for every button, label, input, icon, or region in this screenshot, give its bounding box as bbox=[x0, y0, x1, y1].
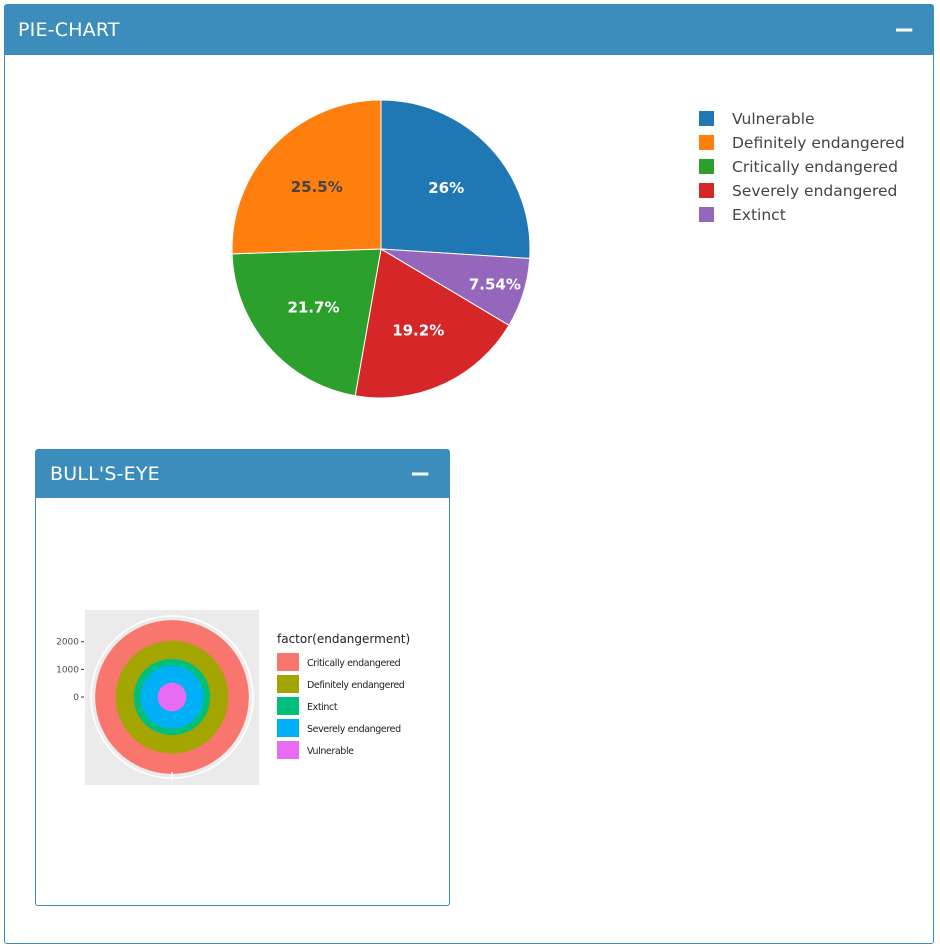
pie-slice-severely-endangered[interactable] bbox=[354, 248, 510, 399]
bullseye-legend-label: Extinct bbox=[307, 702, 338, 713]
bullseye-legend-swatch bbox=[277, 653, 299, 671]
bullseye-chart: 0 1000 2000 factor(endangerment) Critically … bbox=[56, 610, 410, 785]
pie-legend-label: Severely endangered bbox=[732, 182, 897, 200]
pie-label-critically-endangered: 21.7% bbox=[287, 299, 339, 317]
pie-legend-item-severely-endangered[interactable]: Severely endangered bbox=[699, 182, 897, 200]
bullseye-y-tick-label: 0 bbox=[73, 693, 79, 703]
pie-legend-item-definitely-endangered[interactable]: Definitely endangered bbox=[699, 134, 905, 152]
bullseye-legend-swatch bbox=[277, 697, 299, 715]
bullseye-legend-title: factor(endangerment) bbox=[277, 632, 410, 646]
pie-legend-swatch bbox=[699, 207, 714, 222]
bullseye-box: BULL'S-EYE − 0 1000 2000 factor(endangermen… bbox=[35, 449, 450, 906]
bullseye-box-title: BULL'S-EYE bbox=[50, 463, 160, 485]
bullseye-legend-item-extinct: Extinct bbox=[277, 697, 338, 715]
pie-slice-vulnerable[interactable] bbox=[380, 99, 531, 260]
pie-chart: 26% 7.54% 19.2% 21.7% 25.5% Vulnerable Definit… bbox=[231, 99, 905, 399]
pie-legend-swatch bbox=[699, 159, 714, 174]
pie-legend-label: Extinct bbox=[732, 206, 786, 224]
pie-slice-definitely-endangered[interactable] bbox=[231, 99, 382, 255]
bullseye-legend-swatch bbox=[277, 719, 299, 737]
pie-legend-label: Vulnerable bbox=[732, 110, 815, 128]
bullseye-ring-vulnerable bbox=[157, 682, 187, 712]
bullseye-legend-label: Definitely endangered bbox=[307, 680, 405, 691]
pie-label-vulnerable: 26% bbox=[428, 179, 464, 197]
bullseye-legend-swatch bbox=[277, 741, 299, 759]
bullseye-legend-label: Critically endangered bbox=[307, 658, 401, 669]
bullseye-legend-item-severely-endangered: Severely endangered bbox=[277, 719, 402, 737]
bullseye-legend-item-critically-endangered: Critically endangered bbox=[277, 653, 401, 671]
pie-legend-item-extinct[interactable]: Extinct bbox=[699, 206, 786, 224]
pie-slice-critically-endangered[interactable] bbox=[231, 248, 382, 397]
bullseye-box-header: BULL'S-EYE − bbox=[36, 450, 449, 498]
bullseye-legend-item-vulnerable: Vulnerable bbox=[277, 741, 355, 759]
pie-label-extinct: 7.54% bbox=[469, 275, 521, 293]
bullseye-y-tick-label: 2000 bbox=[56, 638, 79, 648]
pie-legend-swatch bbox=[699, 135, 714, 150]
pie-chart-box-title: PIE-CHART bbox=[18, 19, 120, 41]
pie-label-definitely-endangered: 25.5% bbox=[291, 178, 343, 196]
pie-legend-item-vulnerable[interactable]: Vulnerable bbox=[699, 110, 815, 128]
pie-legend-swatch bbox=[699, 111, 714, 126]
pie-legend-label: Definitely endangered bbox=[732, 134, 905, 152]
bullseye-collapse-button[interactable]: − bbox=[409, 459, 431, 489]
bullseye-legend-label: Severely endangered bbox=[307, 724, 401, 735]
bullseye-legend-swatch bbox=[277, 675, 299, 693]
bullseye-legend-item-definitely-endangered: Definitely endangered bbox=[277, 675, 405, 693]
bullseye-y-tick-label: 1000 bbox=[56, 665, 79, 675]
pie-label-severely-endangered: 19.2% bbox=[392, 321, 444, 339]
pie-chart-collapse-button[interactable]: − bbox=[893, 15, 915, 45]
pie-legend-label: Critically endangered bbox=[732, 158, 898, 176]
bullseye-legend-label: Vulnerable bbox=[307, 746, 354, 757]
pie-legend-item-critically-endangered[interactable]: Critically endangered bbox=[699, 158, 898, 176]
pie-legend-swatch bbox=[699, 183, 714, 198]
pie-chart-box-header: PIE-CHART − bbox=[5, 5, 933, 55]
